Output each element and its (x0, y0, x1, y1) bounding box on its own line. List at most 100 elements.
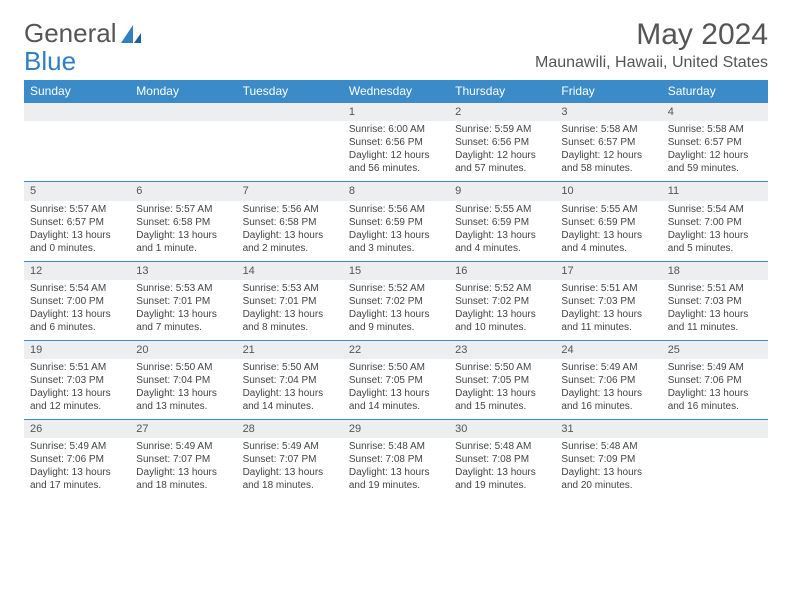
daylight-line: Daylight: 13 hours and 12 minutes. (30, 387, 124, 413)
day-number: 20 (130, 340, 236, 359)
day-number: 1 (343, 103, 449, 122)
day-number (130, 103, 236, 122)
day-number: 13 (130, 261, 236, 280)
day-number: 25 (662, 340, 768, 359)
daylight-line: Daylight: 13 hours and 11 minutes. (668, 308, 762, 334)
day-number: 26 (24, 420, 130, 439)
day-info: Sunrise: 5:50 AMSunset: 7:04 PMDaylight:… (130, 359, 236, 420)
sunrise-line: Sunrise: 5:49 AM (30, 440, 124, 453)
day-number: 10 (555, 182, 661, 201)
sunrise-line: Sunrise: 5:49 AM (243, 440, 337, 453)
daylight-line: Daylight: 13 hours and 19 minutes. (349, 466, 443, 492)
sunset-line: Sunset: 7:00 PM (668, 216, 762, 229)
sunset-line: Sunset: 6:56 PM (349, 136, 443, 149)
day-info: Sunrise: 5:55 AMSunset: 6:59 PMDaylight:… (449, 201, 555, 262)
day-number: 5 (24, 182, 130, 201)
day-number: 11 (662, 182, 768, 201)
daylight-line: Daylight: 13 hours and 14 minutes. (243, 387, 337, 413)
sunset-line: Sunset: 6:59 PM (561, 216, 655, 229)
daylight-line: Daylight: 13 hours and 18 minutes. (136, 466, 230, 492)
sunset-line: Sunset: 7:07 PM (243, 453, 337, 466)
sunset-line: Sunset: 7:05 PM (349, 374, 443, 387)
daylight-line: Daylight: 12 hours and 59 minutes. (668, 149, 762, 175)
title-block: May 2024 Maunawili, Hawaii, United State… (535, 18, 768, 72)
day-number: 15 (343, 261, 449, 280)
day-info: Sunrise: 5:57 AMSunset: 6:57 PMDaylight:… (24, 201, 130, 262)
sunset-line: Sunset: 7:06 PM (30, 453, 124, 466)
weekday-header: Wednesday (343, 80, 449, 103)
day-info: Sunrise: 5:49 AMSunset: 7:07 PMDaylight:… (237, 438, 343, 498)
daylight-line: Daylight: 13 hours and 8 minutes. (243, 308, 337, 334)
day-info: Sunrise: 5:49 AMSunset: 7:06 PMDaylight:… (662, 359, 768, 420)
day-number: 17 (555, 261, 661, 280)
day-number: 3 (555, 103, 661, 122)
day-info: Sunrise: 5:53 AMSunset: 7:01 PMDaylight:… (237, 280, 343, 341)
sunset-line: Sunset: 6:56 PM (455, 136, 549, 149)
day-info (237, 121, 343, 182)
weekday-header: Thursday (449, 80, 555, 103)
day-number: 16 (449, 261, 555, 280)
day-info: Sunrise: 5:59 AMSunset: 6:56 PMDaylight:… (449, 121, 555, 182)
day-info: Sunrise: 5:58 AMSunset: 6:57 PMDaylight:… (662, 121, 768, 182)
sunrise-line: Sunrise: 5:51 AM (561, 282, 655, 295)
day-info: Sunrise: 6:00 AMSunset: 6:56 PMDaylight:… (343, 121, 449, 182)
sunrise-line: Sunrise: 5:49 AM (136, 440, 230, 453)
sunset-line: Sunset: 7:00 PM (30, 295, 124, 308)
day-info: Sunrise: 5:50 AMSunset: 7:04 PMDaylight:… (237, 359, 343, 420)
day-number (24, 103, 130, 122)
calendar-head: SundayMondayTuesdayWednesdayThursdayFrid… (24, 80, 768, 103)
sunrise-line: Sunrise: 5:49 AM (668, 361, 762, 374)
daylight-line: Daylight: 13 hours and 4 minutes. (455, 229, 549, 255)
sunset-line: Sunset: 6:58 PM (243, 216, 337, 229)
day-number: 27 (130, 420, 236, 439)
sunrise-line: Sunrise: 5:58 AM (668, 123, 762, 136)
day-info (130, 121, 236, 182)
day-number: 28 (237, 420, 343, 439)
sunrise-line: Sunrise: 5:54 AM (30, 282, 124, 295)
day-info: Sunrise: 5:50 AMSunset: 7:05 PMDaylight:… (449, 359, 555, 420)
sunset-line: Sunset: 7:08 PM (349, 453, 443, 466)
daylight-line: Daylight: 12 hours and 57 minutes. (455, 149, 549, 175)
day-number: 22 (343, 340, 449, 359)
day-number (237, 103, 343, 122)
daylight-line: Daylight: 13 hours and 16 minutes. (561, 387, 655, 413)
sunrise-line: Sunrise: 5:56 AM (349, 203, 443, 216)
day-number: 2 (449, 103, 555, 122)
sunrise-line: Sunrise: 5:50 AM (243, 361, 337, 374)
sunrise-line: Sunrise: 5:48 AM (349, 440, 443, 453)
day-info (24, 121, 130, 182)
logo-sail-icon (119, 23, 145, 45)
sunrise-line: Sunrise: 5:50 AM (136, 361, 230, 374)
daylight-line: Daylight: 13 hours and 5 minutes. (668, 229, 762, 255)
day-number: 14 (237, 261, 343, 280)
sunrise-line: Sunrise: 5:52 AM (455, 282, 549, 295)
daylight-line: Daylight: 13 hours and 1 minute. (136, 229, 230, 255)
day-number: 6 (130, 182, 236, 201)
sunrise-line: Sunrise: 5:57 AM (30, 203, 124, 216)
sunset-line: Sunset: 7:02 PM (349, 295, 443, 308)
daylight-line: Daylight: 13 hours and 3 minutes. (349, 229, 443, 255)
day-info: Sunrise: 5:51 AMSunset: 7:03 PMDaylight:… (24, 359, 130, 420)
daylight-line: Daylight: 12 hours and 58 minutes. (561, 149, 655, 175)
day-number: 31 (555, 420, 661, 439)
weekday-header: Sunday (24, 80, 130, 103)
day-info: Sunrise: 5:53 AMSunset: 7:01 PMDaylight:… (130, 280, 236, 341)
day-number: 24 (555, 340, 661, 359)
sunrise-line: Sunrise: 5:52 AM (349, 282, 443, 295)
day-info: Sunrise: 5:49 AMSunset: 7:06 PMDaylight:… (24, 438, 130, 498)
day-info: Sunrise: 5:52 AMSunset: 7:02 PMDaylight:… (449, 280, 555, 341)
sunrise-line: Sunrise: 5:59 AM (455, 123, 549, 136)
sunset-line: Sunset: 6:59 PM (455, 216, 549, 229)
day-info: Sunrise: 5:48 AMSunset: 7:08 PMDaylight:… (343, 438, 449, 498)
logo-text-general: General (24, 18, 117, 49)
sunrise-line: Sunrise: 5:55 AM (455, 203, 549, 216)
sunrise-line: Sunrise: 5:58 AM (561, 123, 655, 136)
day-info: Sunrise: 5:51 AMSunset: 7:03 PMDaylight:… (555, 280, 661, 341)
daylight-line: Daylight: 13 hours and 4 minutes. (561, 229, 655, 255)
calendar-table: SundayMondayTuesdayWednesdayThursdayFrid… (24, 80, 768, 498)
sunset-line: Sunset: 7:07 PM (136, 453, 230, 466)
daylight-line: Daylight: 13 hours and 2 minutes. (243, 229, 337, 255)
day-info: Sunrise: 5:58 AMSunset: 6:57 PMDaylight:… (555, 121, 661, 182)
daylight-line: Daylight: 13 hours and 13 minutes. (136, 387, 230, 413)
daylight-line: Daylight: 13 hours and 11 minutes. (561, 308, 655, 334)
